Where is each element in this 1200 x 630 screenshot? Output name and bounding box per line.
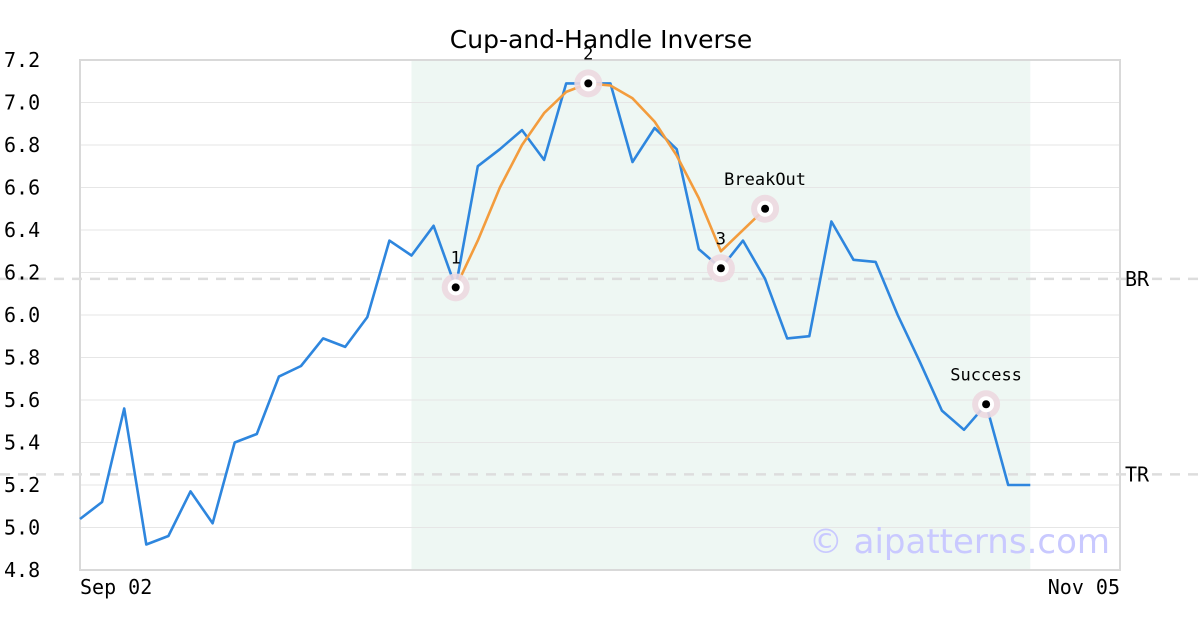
y-tick-label: 7.2	[4, 48, 40, 72]
y-tick-label: 6.0	[4, 303, 40, 327]
level-label: TR	[1125, 462, 1150, 486]
levels-layer: BR TR	[0, 267, 1200, 486]
y-tick-label: 6.6	[4, 176, 40, 200]
annotation-label: 3	[716, 229, 726, 249]
annotations-layer: 1 2 3 BreakOut Success	[441, 44, 1022, 419]
watermark: © aipatterns.com	[809, 522, 1110, 562]
y-tick-label: 5.2	[4, 473, 40, 497]
x-tick-label: Sep 02	[80, 575, 152, 599]
grid-lines	[80, 59, 1120, 571]
chart-title: Cup-and-Handle Inverse	[450, 25, 752, 54]
y-axis-ticks: 4.8 5.0 5.2 5.4 5.6 5.8 6.0 6.2 6.4 6.6 6.8 7.0 7.2	[4, 48, 40, 582]
marker-dot	[451, 283, 460, 292]
y-tick-label: 6.4	[4, 218, 40, 242]
y-tick-label: 5.4	[4, 431, 40, 455]
x-axis-ticks: Sep 02 Nov 05	[80, 575, 1120, 599]
level-label: BR	[1125, 267, 1150, 291]
y-tick-label: 7.0	[4, 91, 40, 115]
y-tick-label: 5.6	[4, 388, 40, 412]
plot-frame	[79, 59, 1121, 571]
marker-dot	[716, 264, 725, 273]
annotation-label: BreakOut	[724, 170, 806, 190]
marker-dot	[761, 204, 770, 213]
y-tick-label: 6.8	[4, 133, 40, 157]
y-tick-label: 4.8	[4, 558, 40, 582]
annotation-label: Success	[950, 365, 1022, 385]
y-tick-label: 5.0	[4, 516, 40, 540]
price-line	[79, 82, 1031, 546]
marker-dot	[982, 400, 991, 409]
y-tick-label: 5.8	[4, 346, 40, 370]
y-tick-label: 6.2	[4, 261, 40, 285]
annotation-label: 1	[451, 248, 461, 268]
annotation-label: 2	[583, 44, 593, 64]
x-tick-label: Nov 05	[1048, 575, 1120, 599]
marker-dot	[584, 79, 593, 88]
